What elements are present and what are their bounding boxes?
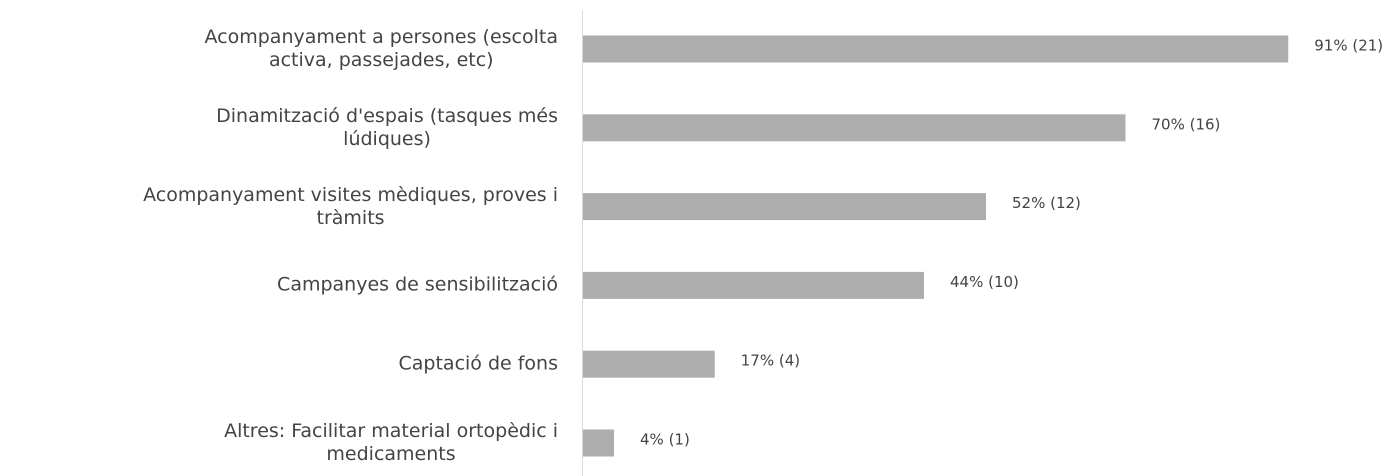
value-label: 17% (4) bbox=[741, 352, 800, 370]
category-label: Altres: Facilitar material ortopèdic i m… bbox=[224, 420, 558, 465]
bar bbox=[583, 114, 1126, 142]
category-label: Acompanyament visites mèdiques, proves i… bbox=[143, 183, 558, 229]
value-label: 44% (10) bbox=[950, 273, 1019, 291]
value-label: 91% (21) bbox=[1314, 37, 1383, 55]
category-label: Dinamització d'espais (tasques més lúdiq… bbox=[216, 104, 558, 150]
value-label: 52% (12) bbox=[1012, 194, 1081, 212]
category-label: Captació de fons bbox=[398, 352, 559, 375]
category-label-box: Dinamització d'espais (tasques més lúdiq… bbox=[0, 105, 558, 151]
category-label-box: Campanyes de sensibilització bbox=[0, 274, 558, 297]
value-label: 70% (16) bbox=[1152, 115, 1221, 133]
bar bbox=[583, 193, 986, 221]
category-label: Campanyes de sensibilització bbox=[277, 273, 558, 296]
category-label-box: Acompanyament a persones (escolta activa… bbox=[0, 26, 559, 72]
value-label: 4% (1) bbox=[640, 431, 690, 449]
category-label: Acompanyament a persones (escolta activa… bbox=[204, 26, 559, 71]
category-label-box: Acompanyament visites mèdiques, proves i… bbox=[0, 184, 558, 230]
category-label-box: Altres: Facilitar material ortopèdic i m… bbox=[0, 420, 558, 466]
bar bbox=[583, 350, 715, 378]
bar bbox=[583, 429, 614, 457]
category-label-box: Captació de fons bbox=[0, 352, 559, 376]
bar bbox=[583, 35, 1289, 63]
bar bbox=[583, 271, 924, 299]
